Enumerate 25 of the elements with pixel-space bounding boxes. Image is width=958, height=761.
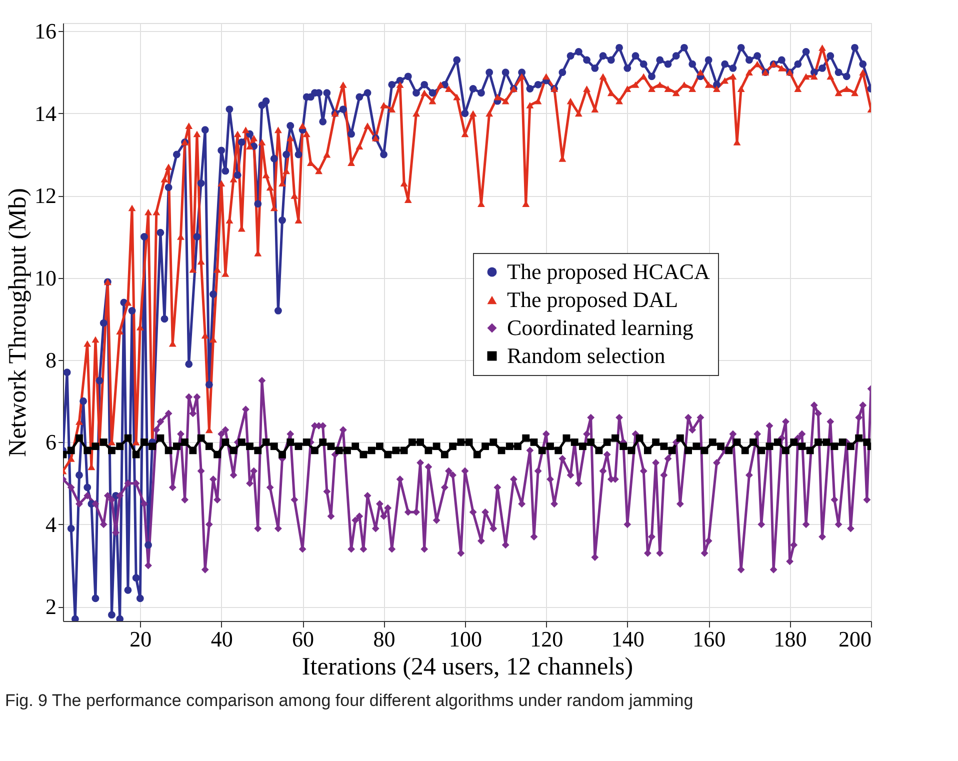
x-tick-label: 160 (692, 626, 726, 652)
legend-label: The proposed HCACA (507, 259, 710, 284)
y-tick-label: 4 (46, 512, 56, 537)
x-tick-label: 20 (130, 626, 152, 652)
x-tick-label: 180 (774, 626, 807, 652)
y-tick-label: 16 (34, 18, 56, 44)
y-tick-label: 8 (46, 348, 56, 373)
x-tick-label: 140 (611, 626, 644, 652)
legend-label: The proposed DAL (507, 287, 678, 312)
y-tick-label: 2 (46, 594, 56, 620)
legend-label: Coordinated learning (507, 315, 694, 340)
x-tick-label: 80 (373, 626, 396, 652)
x-tick-label: 100 (448, 626, 482, 652)
x-tick-label: 40 (210, 626, 233, 652)
y-tick-label: 6 (46, 430, 56, 455)
x-tick-label: 60 (292, 626, 314, 652)
caption: Fig. 9 The performance comparison among four different algorithms under random jamming (5, 691, 694, 710)
y-axis-title: Network Throughput (Mb) (4, 188, 32, 457)
x-axis-title: Iterations (24 users, 12 channels) (302, 654, 634, 680)
y-tick-label: 12 (34, 183, 56, 208)
x-tick-label: 120 (530, 626, 564, 652)
legend-label: Random selection (507, 343, 666, 368)
y-tick-label: 14 (34, 100, 56, 126)
x-tick-label: 200 (838, 626, 872, 652)
y-tick-label: 10 (34, 265, 56, 290)
